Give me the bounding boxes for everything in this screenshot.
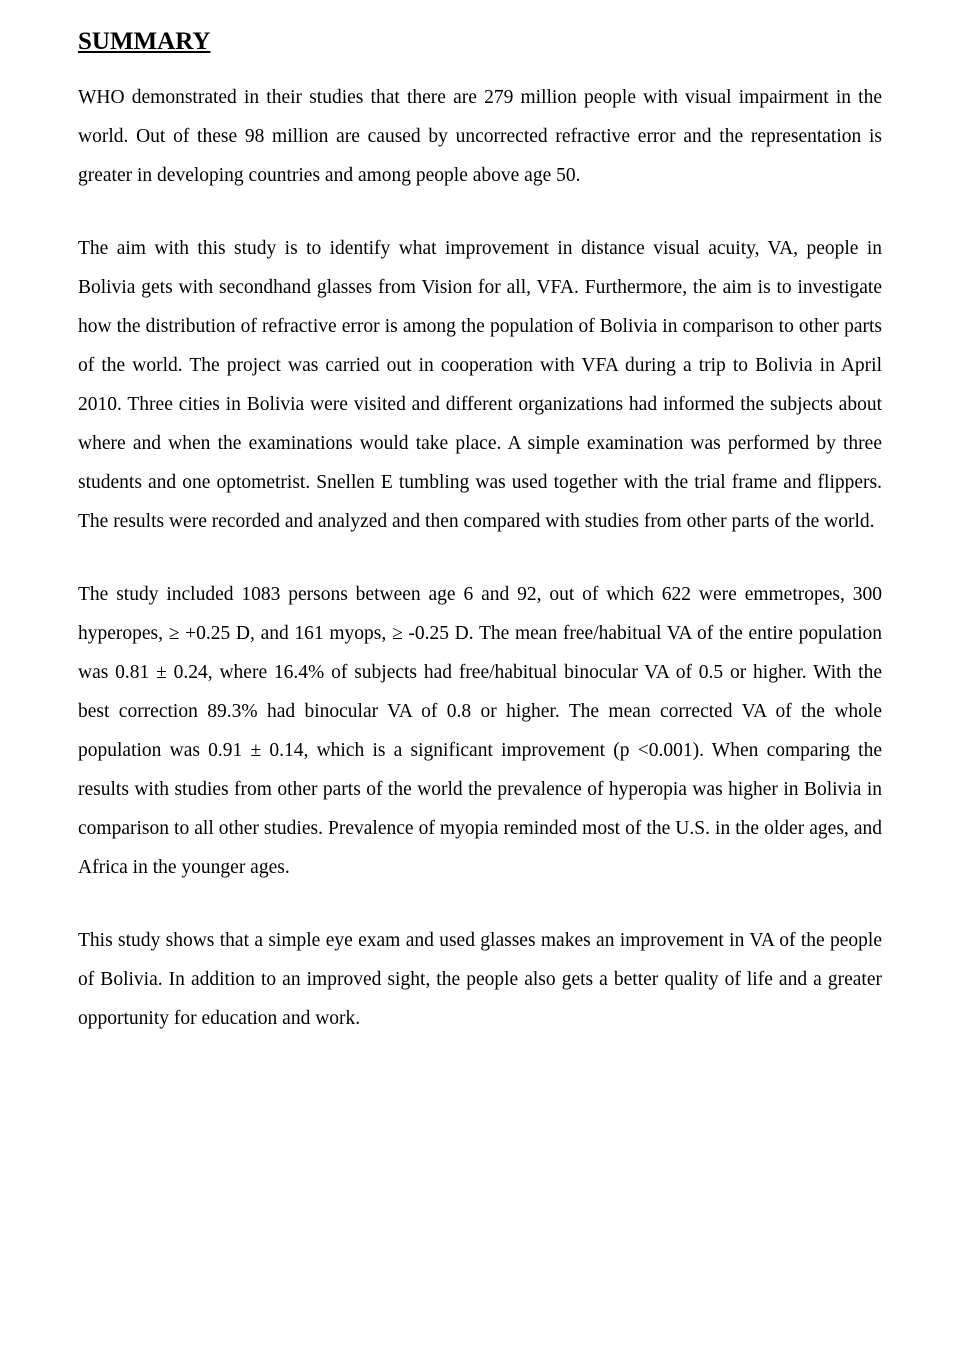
document-page: SUMMARY WHO demonstrated in their studie… (0, 0, 960, 1354)
paragraph-4: This study shows that a simple eye exam … (78, 921, 882, 1038)
paragraph-2: The aim with this study is to identify w… (78, 229, 882, 541)
paragraph-3: The study included 1083 persons between … (78, 575, 882, 887)
paragraph-1: WHO demonstrated in their studies that t… (78, 78, 882, 195)
summary-heading: SUMMARY (78, 28, 882, 56)
